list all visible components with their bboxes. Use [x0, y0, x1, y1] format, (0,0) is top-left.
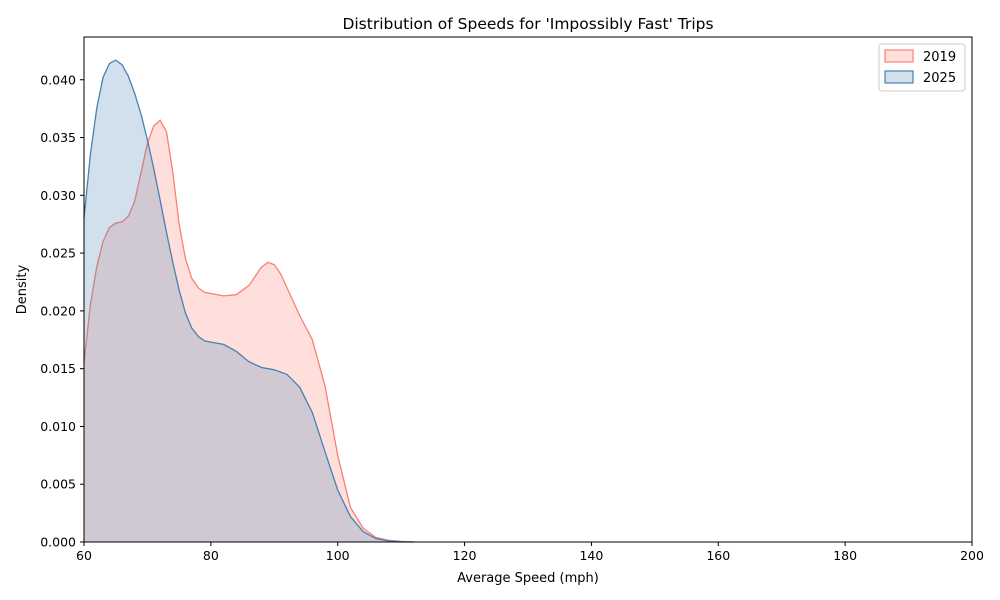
x-axis: 60 80 100 120 140 160 180 200 — [76, 542, 984, 563]
x-tick-label: 140 — [579, 548, 603, 563]
x-tick-label: 160 — [706, 548, 730, 563]
plot-frame — [83, 36, 973, 543]
y-tick-label: 0.010 — [40, 419, 76, 434]
density-line-2019 — [83, 119, 414, 543]
density-area-2019 — [84, 120, 414, 542]
y-tick-label: 0.015 — [40, 361, 76, 376]
y-tick-label: 0.040 — [40, 72, 76, 87]
y-tick-label: 0.020 — [40, 303, 76, 318]
legend-label-2019: 2019 — [923, 50, 956, 65]
density-line-2025 — [83, 59, 414, 543]
x-tick-label: 180 — [833, 548, 857, 563]
series-layer — [83, 59, 414, 543]
y-tick-label: 0.035 — [40, 130, 76, 145]
y-axis: 0.000 0.005 0.010 0.015 0.020 0.025 0.030 0.035… — [40, 72, 84, 550]
legend: 2019 2025 — [878, 43, 966, 92]
x-tick-label: 60 — [76, 548, 92, 563]
plot-area — [83, 36, 973, 543]
density-area-2025 — [84, 60, 414, 543]
y-axis-label: Density — [15, 264, 30, 314]
y-tick-label: 0.005 — [40, 477, 76, 492]
x-axis-label: Average Speed (mph) — [457, 571, 599, 586]
x-tick-label: 120 — [453, 548, 477, 563]
x-tick-label: 200 — [960, 548, 984, 563]
y-tick-label: 0.000 — [40, 535, 76, 550]
legend-swatch-2025 — [884, 70, 914, 84]
x-tick-label: 100 — [326, 548, 350, 563]
legend-swatch-2019 — [884, 49, 914, 63]
legend-frame — [878, 43, 966, 92]
y-tick-label: 0.030 — [40, 188, 76, 203]
legend-label-2025: 2025 — [923, 71, 956, 86]
y-tick-label: 0.025 — [40, 246, 76, 261]
x-tick-label: 80 — [203, 548, 219, 563]
chart-title: Distribution of Speeds for 'Impossibly F… — [342, 15, 713, 33]
